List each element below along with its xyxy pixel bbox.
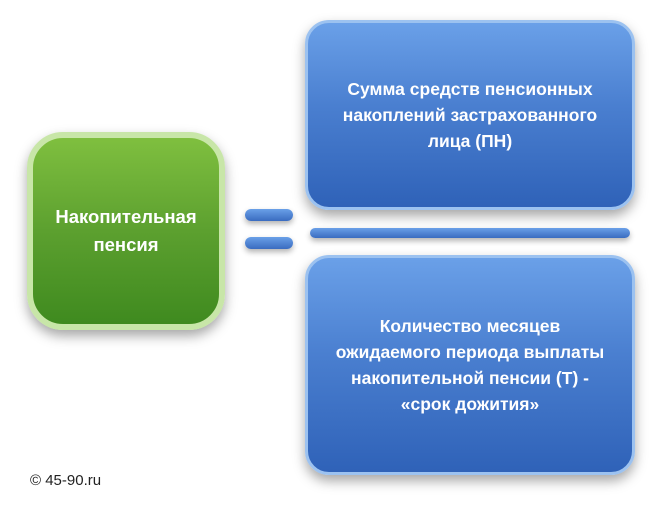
numerator-box: Сумма средств пенсионных накоплений заст… bbox=[305, 20, 635, 210]
result-label: Накопительная пенсия bbox=[51, 203, 201, 259]
credit-text: © 45-90.ru bbox=[30, 472, 101, 489]
denominator-box: Количество месяцев ожидаемого периода вы… bbox=[305, 255, 635, 475]
fraction-divider bbox=[310, 228, 630, 238]
equals-sign bbox=[245, 209, 293, 251]
diagram-canvas: Накопительная пенсия Сумма средств пенси… bbox=[0, 0, 669, 507]
numerator-label: Сумма средств пенсионных накоплений заст… bbox=[326, 76, 614, 155]
equals-bar-top bbox=[245, 209, 293, 221]
denominator-label: Количество месяцев ожидаемого периода вы… bbox=[326, 313, 614, 418]
equals-bar-bottom bbox=[245, 237, 293, 249]
result-box: Накопительная пенсия bbox=[27, 132, 225, 330]
